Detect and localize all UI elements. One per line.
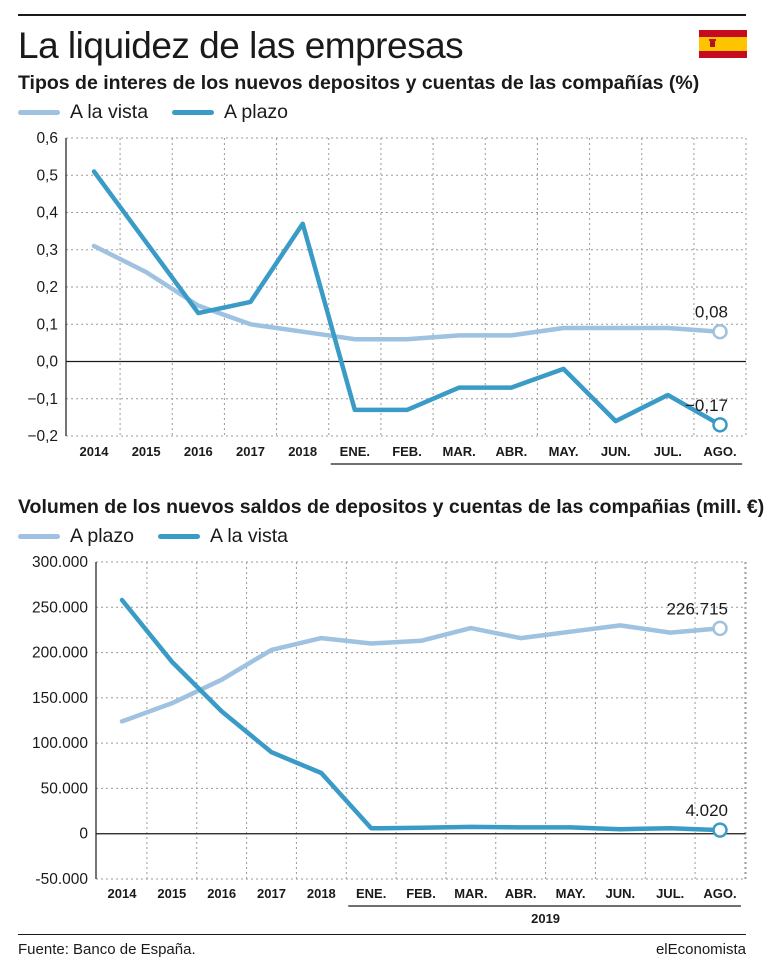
- chart-2-title: Volumen de los nuevos saldos de deposito…: [18, 496, 765, 518]
- y-tick-label: −0,1: [27, 391, 58, 408]
- x-tick-label: 2018: [307, 886, 336, 901]
- legend-item-series-2: A la vista: [157, 524, 289, 548]
- series-end-label: 0,08: [695, 303, 728, 322]
- series-line-1: [91, 243, 723, 342]
- y-tick-label: 0,0: [36, 354, 58, 371]
- x-tick-label: 2017: [236, 444, 265, 459]
- chart-1-title: Tipos de interes de los nuevos depositos…: [18, 72, 700, 94]
- chart-2-legend: A plazo A la vista: [18, 523, 312, 549]
- x-tick-label: JUN.: [601, 444, 631, 459]
- x-tick-label: JUL.: [654, 444, 682, 459]
- legend-swatch-light: [18, 109, 60, 115]
- y-tick-label: 0,2: [36, 279, 58, 296]
- series-line-1: [119, 623, 723, 724]
- interest-rate-chart: 0,6 0,5 0,4 0,3 0,2 0,1 0,0 −0,1 −0,2 2014 2015 201…: [27, 130, 747, 470]
- x-tick-label: JUN.: [606, 886, 636, 901]
- chart-1-legend: A la vista A plazo: [18, 99, 312, 125]
- x-tick-label: 2015: [157, 886, 186, 901]
- x-tick-label: MAY.: [549, 444, 579, 459]
- legend-item-series-1: A la vista: [18, 101, 148, 124]
- x-tick-label: ENE.: [340, 444, 370, 459]
- spain-flag-icon: [699, 30, 747, 58]
- legend-label: A plazo: [70, 524, 134, 547]
- series-end-marker: [712, 822, 728, 838]
- x-tick-label: MAY.: [556, 886, 586, 901]
- legend-item-series-2: A plazo: [172, 101, 288, 124]
- series-line-2: [119, 597, 723, 833]
- y-tick-label: 0,1: [36, 316, 58, 333]
- year-label: 2019: [523, 469, 552, 470]
- legend-swatch-light: [18, 533, 60, 539]
- y-tick-label: 250.000: [32, 599, 88, 616]
- y-tick-label: 0,6: [36, 130, 58, 147]
- x-tick-label: 2015: [132, 444, 161, 459]
- legend-swatch-dark: [157, 533, 200, 539]
- y-tick-label: 300.000: [32, 554, 88, 571]
- x-tick-label: ABR.: [495, 444, 527, 459]
- x-tick-label: MAR.: [443, 444, 476, 459]
- x-tick-label: 2016: [207, 886, 236, 901]
- page-title: La liquidez de las empresas: [18, 25, 464, 66]
- y-tick-label: 150.000: [32, 690, 88, 707]
- series-end-label: 226.715: [667, 599, 728, 618]
- x-tick-label: 2016: [184, 444, 213, 459]
- y-tick-label: 0,3: [36, 242, 58, 259]
- y-tick-label: 100.000: [32, 735, 88, 752]
- x-tick-label: 2014: [80, 444, 110, 459]
- legend-item-series-1: A plazo: [18, 525, 134, 548]
- series-end-label: −0,17: [685, 396, 728, 415]
- y-tick-label: -50.000: [35, 871, 88, 888]
- x-tick-label: MAR.: [454, 886, 487, 901]
- legend-label: A la vista: [209, 524, 289, 547]
- legend-label: A la vista: [70, 100, 149, 123]
- y-tick-label: 0,4: [36, 205, 58, 222]
- series-line-2: [91, 169, 723, 428]
- top-rule: [18, 14, 746, 16]
- x-tick-label: AGO.: [703, 886, 736, 901]
- x-tick-label: 2014: [108, 886, 138, 901]
- year-label: 2019: [531, 911, 560, 926]
- y-tick-label: 0,5: [36, 167, 58, 184]
- x-tick-label: ABR.: [505, 886, 537, 901]
- series-end-marker: [712, 620, 728, 637]
- y-tick-label: 50.000: [41, 780, 89, 797]
- y-tick-label: −0,2: [27, 428, 58, 445]
- x-tick-label: 2018: [288, 444, 317, 459]
- brand-logo: elEconomista: [655, 941, 746, 958]
- series-end-marker: [712, 417, 728, 433]
- series-end-label: 4.020: [685, 801, 728, 820]
- x-tick-label: FEB.: [406, 886, 436, 901]
- y-tick-label: 200.000: [32, 645, 88, 662]
- bottom-rule: [18, 934, 746, 935]
- legend-label: A plazo: [224, 100, 289, 123]
- x-tick-label: FEB.: [392, 444, 422, 459]
- legend-swatch-dark: [172, 109, 215, 115]
- x-tick-label: AGO.: [703, 444, 736, 459]
- x-tick-label: JUL.: [656, 886, 684, 901]
- volume-chart: 300.000 250.000 200.000 150.000 100.000 50.00…: [32, 554, 747, 926]
- source-note: Fuente: Banco de España.: [18, 941, 196, 958]
- series-end-marker: [712, 323, 728, 340]
- x-tick-label: 2017: [257, 886, 286, 901]
- y-tick-label: 0: [79, 826, 88, 843]
- x-tick-label: ENE.: [356, 886, 386, 901]
